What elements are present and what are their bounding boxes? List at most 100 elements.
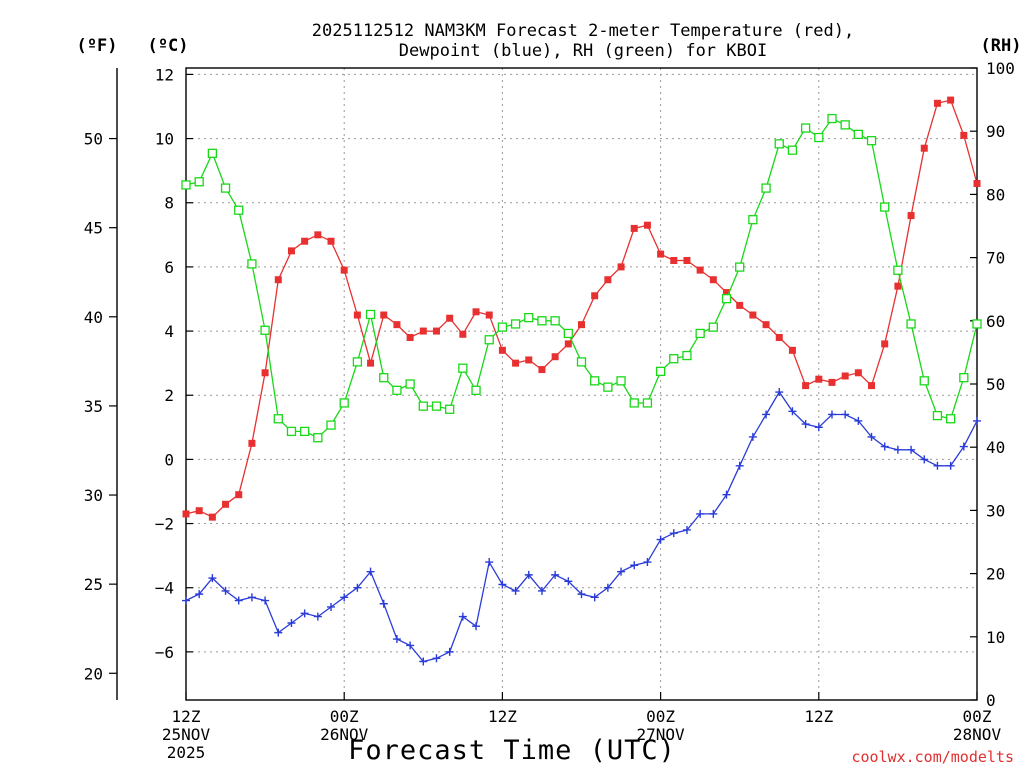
data-point (828, 378, 836, 386)
data-point (393, 321, 401, 329)
data-point (418, 401, 428, 411)
data-point (933, 461, 942, 470)
time-tick-label: 25NOV (162, 725, 211, 744)
rh-tick-label: 0 (986, 691, 996, 710)
data-point (247, 593, 256, 602)
data-point (920, 144, 928, 152)
data-point (630, 561, 639, 570)
data-point (537, 586, 546, 595)
data-point (472, 622, 481, 631)
fahrenheit-tick-label: 35 (84, 397, 103, 416)
data-point (682, 350, 692, 361)
data-point (484, 335, 494, 345)
data-point (314, 231, 322, 239)
data-point (736, 301, 744, 309)
data-point (866, 136, 877, 146)
data-point (723, 289, 731, 297)
data-point (657, 250, 665, 258)
data-point (960, 131, 968, 139)
data-point (881, 340, 889, 348)
data-point (207, 148, 218, 158)
rh-tick-label: 90 (986, 122, 1005, 141)
data-point (472, 308, 480, 316)
data-point (247, 259, 257, 269)
data-point (327, 237, 335, 245)
data-point (880, 442, 889, 451)
data-point (419, 657, 428, 666)
data-point (405, 379, 415, 389)
data-point (814, 132, 824, 143)
data-point (248, 439, 256, 447)
data-point (682, 525, 691, 534)
data-point (538, 366, 546, 374)
data-point (220, 183, 231, 193)
plot-frame (185, 67, 978, 701)
data-point (261, 369, 269, 377)
data-point (287, 619, 296, 628)
data-point (458, 363, 468, 373)
data-point (721, 294, 732, 304)
data-point (445, 404, 455, 414)
data-point (762, 321, 770, 329)
data-point (563, 328, 573, 339)
data-point (260, 325, 270, 335)
data-point (840, 120, 850, 130)
data-point (853, 129, 863, 140)
data-point (182, 596, 190, 605)
data-point (762, 410, 771, 419)
data-point (603, 382, 613, 392)
fahrenheit-axis: 50 45 40 35 30 25 20 (84, 130, 117, 683)
data-point (326, 420, 336, 430)
data-point (550, 316, 560, 326)
data-point (353, 583, 362, 592)
data-point (709, 509, 718, 518)
data-point (300, 609, 309, 618)
data-point (683, 256, 691, 264)
rh-tick-label: 40 (986, 438, 1005, 457)
gridlines (186, 68, 977, 700)
data-point (894, 282, 902, 290)
data-point (576, 357, 587, 367)
data-point (617, 263, 625, 271)
data-point (775, 333, 783, 341)
celsius-unit-label: (ºC) (148, 36, 189, 56)
x-axis-label: Forecast Time (UTC) (348, 735, 676, 766)
data-point (273, 414, 283, 424)
data-point (564, 340, 572, 348)
data-point (313, 612, 322, 621)
data-point (655, 366, 666, 377)
data-point (353, 311, 361, 319)
data-point (208, 513, 216, 521)
data-point (788, 346, 796, 354)
data-point (735, 262, 745, 272)
data-point (827, 410, 836, 419)
data-point (458, 612, 467, 621)
data-point (327, 602, 336, 611)
data-point (432, 327, 440, 335)
celsius-tick-label: −4 (155, 579, 174, 598)
data-point (972, 319, 982, 329)
data-point (775, 388, 784, 397)
data-point (604, 276, 612, 284)
data-point (959, 373, 969, 383)
data-point (195, 507, 203, 515)
data-point (446, 314, 454, 322)
data-point (841, 372, 849, 380)
rh-tick-label: 80 (986, 185, 1005, 204)
data-point (920, 455, 929, 464)
fahrenheit-tick-label: 45 (84, 219, 103, 238)
data-point (695, 328, 705, 339)
data-point (485, 558, 494, 567)
data-point (340, 266, 348, 274)
data-point (512, 359, 520, 367)
data-point (616, 376, 626, 386)
data-point (669, 529, 678, 538)
celsius-tick-label: 0 (164, 450, 174, 469)
fahrenheit-tick-label: 20 (84, 664, 103, 683)
data-point (696, 509, 705, 518)
title: 2025112512 NAM3KM Forecast 2-meter Tempe… (312, 21, 854, 61)
data-point (365, 309, 376, 320)
title-line-1: 2025112512 NAM3KM Forecast 2-meter Tempe… (312, 21, 854, 41)
data-point (959, 442, 968, 451)
data-point (933, 99, 941, 107)
